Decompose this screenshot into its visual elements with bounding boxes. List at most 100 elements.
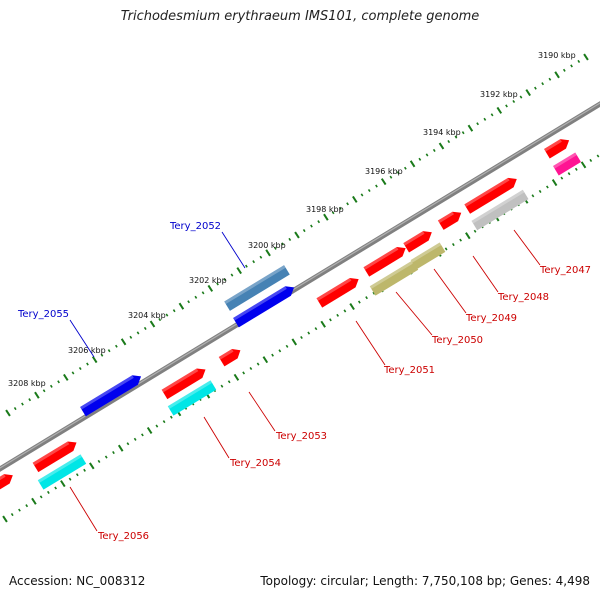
inner-ruler-tick (68, 477, 72, 481)
backbone-highlight (0, 102, 600, 469)
outer-ruler-tick (288, 237, 292, 241)
outer-ruler-tick (178, 302, 185, 310)
gene-feature (233, 286, 295, 328)
gene-arrow-shine (363, 246, 399, 270)
label-leader-line (395, 291, 433, 336)
outer-ruler-tick (100, 353, 104, 357)
outer-ruler-tick (13, 407, 17, 411)
inner-ruler-tick (320, 320, 326, 328)
outer-ruler-tick (5, 409, 11, 417)
inner-ruler-tick (233, 373, 240, 381)
inner-ruler-tick (444, 247, 448, 251)
label-leader-line (203, 416, 230, 459)
outer-ruler-tick (230, 273, 234, 277)
inner-ruler-tick (155, 424, 159, 428)
outer-ruler-tick (71, 371, 75, 375)
gene-arrow (80, 375, 142, 417)
inner-ruler-tick (112, 451, 115, 455)
gene-labels: Tery_2047 Tery_2048 Tery_2049 Tery_2050 Tery… (17, 221, 591, 542)
inner-ruler-tick (141, 433, 144, 437)
outer-ruler-tick (63, 373, 69, 381)
outer-ruler-tick (570, 64, 573, 68)
gene-arrow-shine (544, 139, 562, 152)
gene-arrow (37, 454, 87, 490)
outer-ruler-tick (21, 402, 24, 406)
outer-ruler-tick (323, 213, 329, 221)
label-leader-line (513, 229, 541, 266)
gene-arrow-shine (218, 349, 234, 360)
gene-label-tery_2055: Tery_2055 (17, 309, 69, 320)
accession-text: Accession: NC_008312 (9, 574, 146, 588)
outer-ruler-tick (107, 349, 111, 353)
outer-ruler-tick (525, 89, 531, 97)
gene-arrow (32, 441, 77, 473)
gene-arrow (161, 368, 206, 400)
gene-arrow-shine (0, 474, 6, 489)
gene-arrow (553, 152, 581, 176)
inner-ruler-tick (117, 444, 124, 452)
inner-ruler-tick (589, 158, 593, 162)
inner-ruler-tick (300, 335, 303, 340)
outer-ruler-tick (259, 255, 263, 259)
label-leader-line (248, 391, 276, 432)
outer-ruler-tick (158, 318, 162, 322)
gene-arrow-shine (167, 380, 213, 409)
inner-ruler-tick (146, 426, 153, 434)
gene-feature (161, 368, 206, 400)
outer-ruler-tick (409, 160, 416, 168)
inner-ruler-tick (220, 384, 224, 388)
outer-ruler-tick (541, 82, 545, 86)
inner-ruler-tick (271, 353, 274, 357)
backbone-line (0, 101, 600, 472)
gene-arrow-shine (553, 152, 577, 169)
outer-ruler-tick (418, 157, 422, 161)
outer-ruler-tick (534, 86, 537, 90)
ruler-label: 3208 kbp (8, 379, 46, 388)
gene-features (0, 139, 581, 496)
gene-arrow-shine (464, 177, 510, 207)
outer-ruler-tick (207, 284, 214, 292)
gene-arrow (218, 349, 241, 367)
outer-ruler-tick (42, 389, 46, 393)
outer-ruler-tick (490, 113, 494, 117)
outer-ruler-tick (49, 384, 53, 388)
outer-ruler-tick (172, 309, 176, 313)
gene-feature (0, 474, 13, 496)
gene-arrow-shine (37, 454, 83, 483)
inner-ruler-tick (307, 331, 311, 335)
label-leader-line (433, 268, 467, 314)
outer-ruler-tick (512, 99, 516, 104)
gene-label-tery_2048: Tery_2048 (497, 292, 549, 303)
ruler-label: 3206 kbp (68, 346, 106, 355)
gene-arrow (233, 286, 295, 328)
outer-ruler-tick (554, 71, 560, 79)
outer-ruler-tick (331, 211, 335, 215)
inner-ruler-tick (249, 366, 253, 371)
inner-ruler-tick (262, 356, 269, 364)
inner-ruler-tick (126, 442, 130, 446)
inner-ruler-tick (314, 327, 318, 331)
inner-ruler-tick (567, 172, 571, 176)
gene-arrow (544, 139, 570, 159)
gene-arrow-shine (161, 368, 199, 393)
gene-feature (316, 277, 359, 308)
inner-ruler-tick (473, 229, 477, 233)
gene-arrow-shine (316, 277, 352, 301)
label-leader-line (69, 319, 95, 358)
inner-ruler (2, 154, 600, 523)
gene-arrow-shine (32, 441, 70, 466)
outer-ruler-tick (265, 249, 271, 257)
outer-ruler-tick (78, 366, 82, 371)
outer-ruler-tick (548, 77, 552, 81)
gene-arrow (410, 242, 446, 270)
gene-feature (464, 177, 517, 214)
outer-ruler-tick (483, 117, 487, 121)
gene-feature (80, 375, 142, 417)
ruler-label: 3204 kbp (128, 311, 166, 320)
inner-ruler-tick (256, 362, 260, 366)
inner-ruler-tick (169, 415, 173, 419)
outer-ruler-tick (467, 124, 474, 132)
inner-ruler-tick (459, 238, 462, 242)
inner-ruler-tick (54, 486, 58, 490)
